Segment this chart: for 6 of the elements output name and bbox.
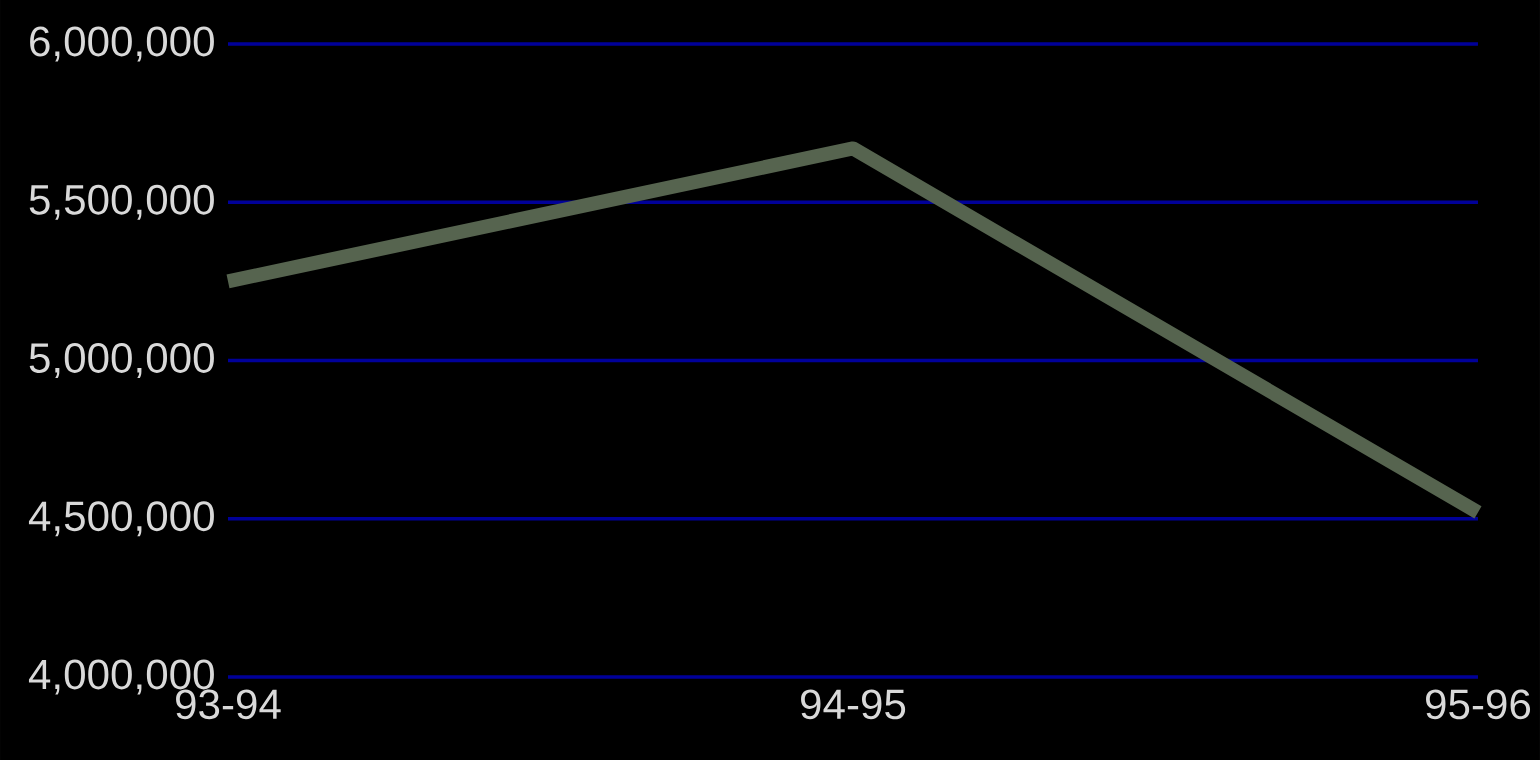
y-tick-label: 5,000,000 <box>29 343 214 378</box>
y-tick-label: 6,000,000 <box>30 26 214 62</box>
y-tick-label: 5,500,000 <box>29 184 214 220</box>
x-tick-label: 95-96 <box>1426 689 1531 720</box>
y-tick-label: 4,500,000 <box>28 501 214 537</box>
x-tick-label: 94-95 <box>801 689 906 720</box>
